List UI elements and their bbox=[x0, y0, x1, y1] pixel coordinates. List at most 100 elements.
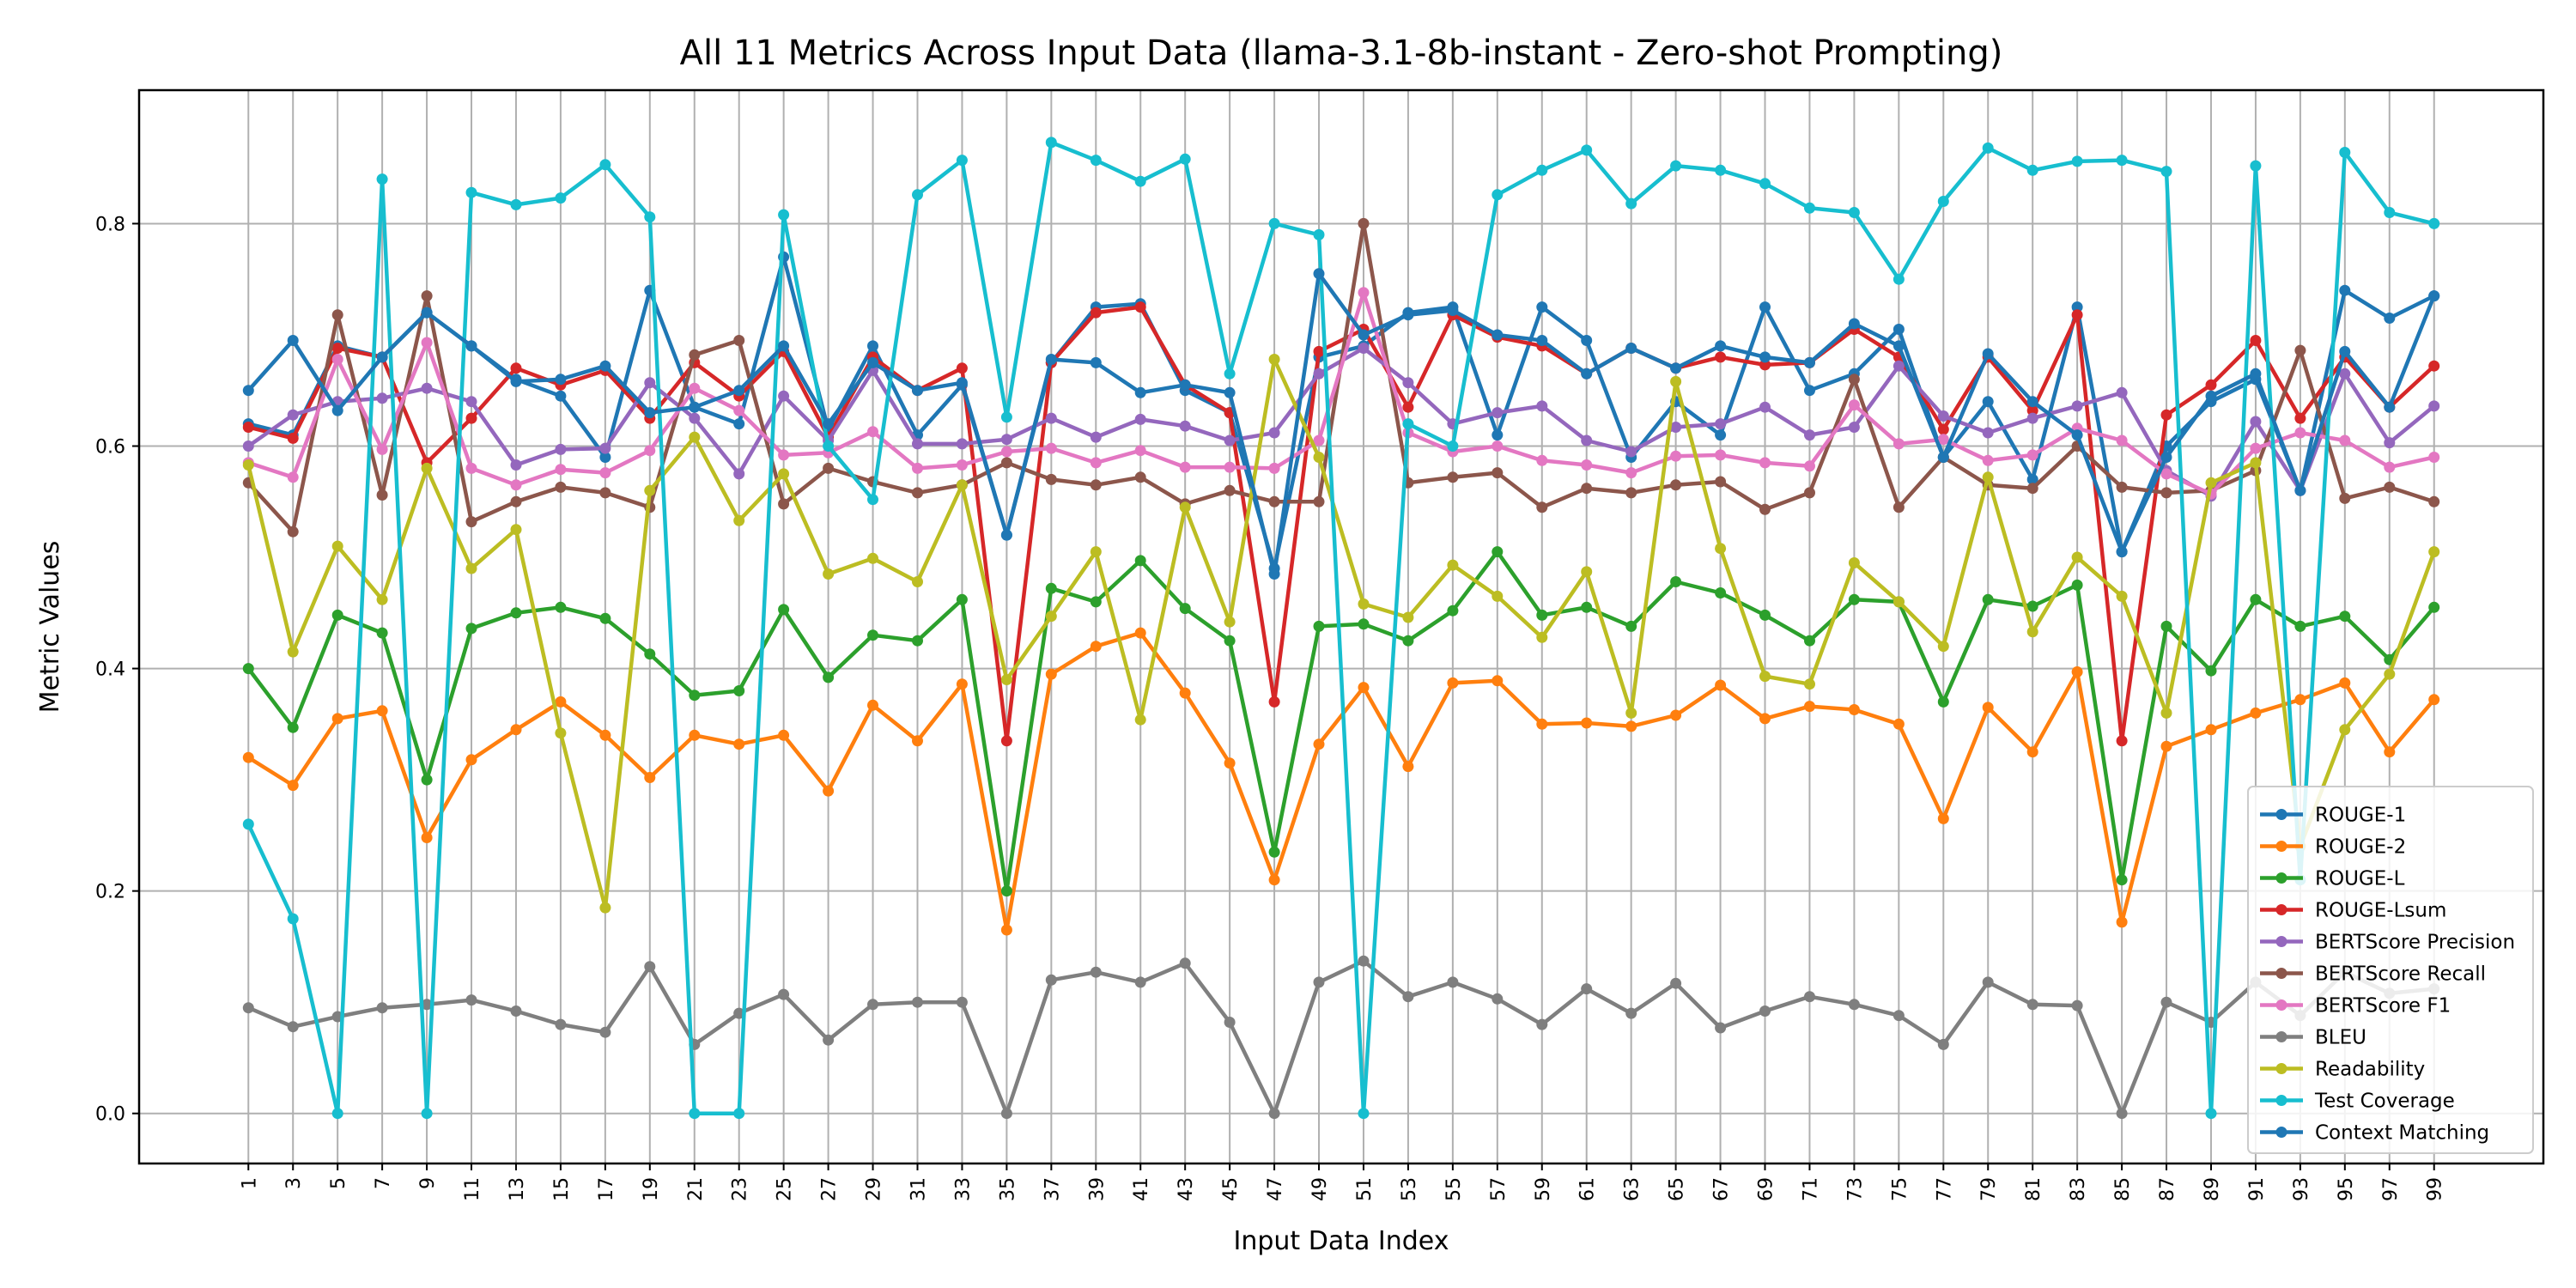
data-point bbox=[689, 729, 701, 741]
x-tick-label: 5 bbox=[328, 1177, 349, 1189]
data-point bbox=[912, 462, 923, 474]
data-point bbox=[1715, 418, 1727, 430]
data-point bbox=[1937, 1038, 1949, 1050]
legend-item: BERTScore Precision bbox=[2260, 932, 2515, 954]
data-point bbox=[510, 495, 522, 507]
x-axis-label: Input Data Index bbox=[1234, 1226, 1449, 1256]
data-point bbox=[867, 356, 878, 368]
x-tick-label: 71 bbox=[1800, 1177, 1821, 1201]
data-point bbox=[2205, 665, 2217, 677]
data-point bbox=[778, 498, 790, 510]
data-point bbox=[1982, 471, 1994, 483]
data-point bbox=[1224, 484, 1236, 496]
data-point bbox=[510, 375, 522, 387]
data-point bbox=[2071, 579, 2083, 591]
data-point bbox=[1759, 671, 1771, 683]
data-point bbox=[867, 629, 878, 641]
data-point bbox=[2339, 611, 2351, 623]
data-point bbox=[823, 671, 835, 683]
legend-item: ROUGE-1 bbox=[2260, 805, 2406, 827]
data-point bbox=[331, 609, 343, 621]
data-point bbox=[1045, 582, 1057, 594]
data-point bbox=[1402, 401, 1414, 413]
data-point bbox=[1759, 351, 1771, 363]
data-point bbox=[599, 902, 611, 914]
data-point bbox=[1045, 668, 1057, 680]
data-point bbox=[1536, 164, 1548, 176]
data-point bbox=[1313, 738, 1325, 750]
data-point bbox=[1313, 345, 1325, 357]
data-point bbox=[2026, 626, 2038, 638]
data-point bbox=[778, 468, 790, 480]
x-tick-label: 51 bbox=[1354, 1177, 1376, 1201]
x-tick-label: 13 bbox=[507, 1177, 528, 1201]
data-point bbox=[599, 1026, 611, 1038]
data-point bbox=[1893, 273, 1905, 285]
x-tick-label: 29 bbox=[864, 1177, 885, 1201]
series-line-rouge-lsum bbox=[247, 305, 2436, 744]
data-point bbox=[733, 335, 745, 346]
data-point bbox=[2339, 147, 2351, 158]
legend-label: ROUGE-Lsum bbox=[2315, 900, 2446, 922]
data-point bbox=[287, 471, 299, 483]
data-point bbox=[2250, 593, 2262, 605]
data-point bbox=[242, 459, 254, 471]
data-point bbox=[689, 401, 701, 413]
data-point bbox=[912, 385, 923, 397]
data-point bbox=[1447, 976, 1459, 988]
data-point bbox=[1536, 301, 1548, 313]
data-point bbox=[1759, 359, 1771, 371]
data-point bbox=[1268, 495, 1280, 507]
chart-title: All 11 Metrics Across Input Data (llama-… bbox=[680, 33, 2003, 73]
data-point bbox=[1268, 1108, 1280, 1120]
data-point bbox=[599, 442, 611, 454]
x-tick-label: 27 bbox=[819, 1177, 841, 1201]
data-point bbox=[2339, 345, 2351, 357]
data-point bbox=[465, 462, 477, 474]
data-point bbox=[1715, 543, 1727, 555]
data-point bbox=[1982, 976, 1994, 988]
data-point bbox=[242, 422, 254, 433]
data-point bbox=[1937, 452, 1949, 463]
data-point bbox=[1134, 714, 1146, 726]
series-bertscore-f1 bbox=[242, 287, 2440, 500]
data-point bbox=[331, 404, 343, 416]
x-tick-label: 89 bbox=[2202, 1177, 2223, 1201]
series-bleu bbox=[242, 955, 2440, 1120]
x-tick-label: 91 bbox=[2246, 1177, 2268, 1201]
data-point bbox=[510, 607, 522, 619]
data-point bbox=[912, 635, 923, 647]
data-point bbox=[287, 913, 299, 925]
data-point bbox=[1982, 454, 1994, 466]
data-point bbox=[689, 690, 701, 702]
data-point bbox=[1402, 991, 1414, 1003]
data-point bbox=[1224, 635, 1236, 647]
data-point bbox=[1000, 529, 1012, 541]
data-point bbox=[1179, 501, 1191, 513]
x-tick-label: 81 bbox=[2023, 1177, 2044, 1201]
data-point bbox=[1536, 609, 1548, 621]
data-point bbox=[867, 494, 878, 506]
x-tick-label: 67 bbox=[1711, 1177, 1733, 1201]
data-point bbox=[1313, 268, 1325, 280]
data-point bbox=[2384, 746, 2396, 758]
data-point bbox=[1625, 446, 1637, 458]
data-point bbox=[2160, 620, 2172, 632]
data-point bbox=[555, 481, 567, 493]
series-context-matching bbox=[242, 268, 2440, 580]
x-tick-label: 79 bbox=[1978, 1177, 2000, 1201]
data-point bbox=[2071, 551, 2083, 563]
data-point bbox=[2071, 429, 2083, 441]
data-point bbox=[644, 648, 656, 660]
data-point bbox=[1581, 483, 1593, 495]
data-point bbox=[1893, 596, 1905, 608]
y-tick-label: 0.8 bbox=[95, 214, 125, 235]
data-point bbox=[287, 432, 299, 444]
legend-marker bbox=[2275, 872, 2287, 884]
data-point bbox=[1536, 718, 1548, 730]
data-point bbox=[1804, 202, 1815, 214]
data-point bbox=[1090, 457, 1102, 469]
data-point bbox=[1715, 340, 1727, 352]
data-point bbox=[823, 440, 835, 452]
data-point bbox=[1000, 885, 1012, 897]
